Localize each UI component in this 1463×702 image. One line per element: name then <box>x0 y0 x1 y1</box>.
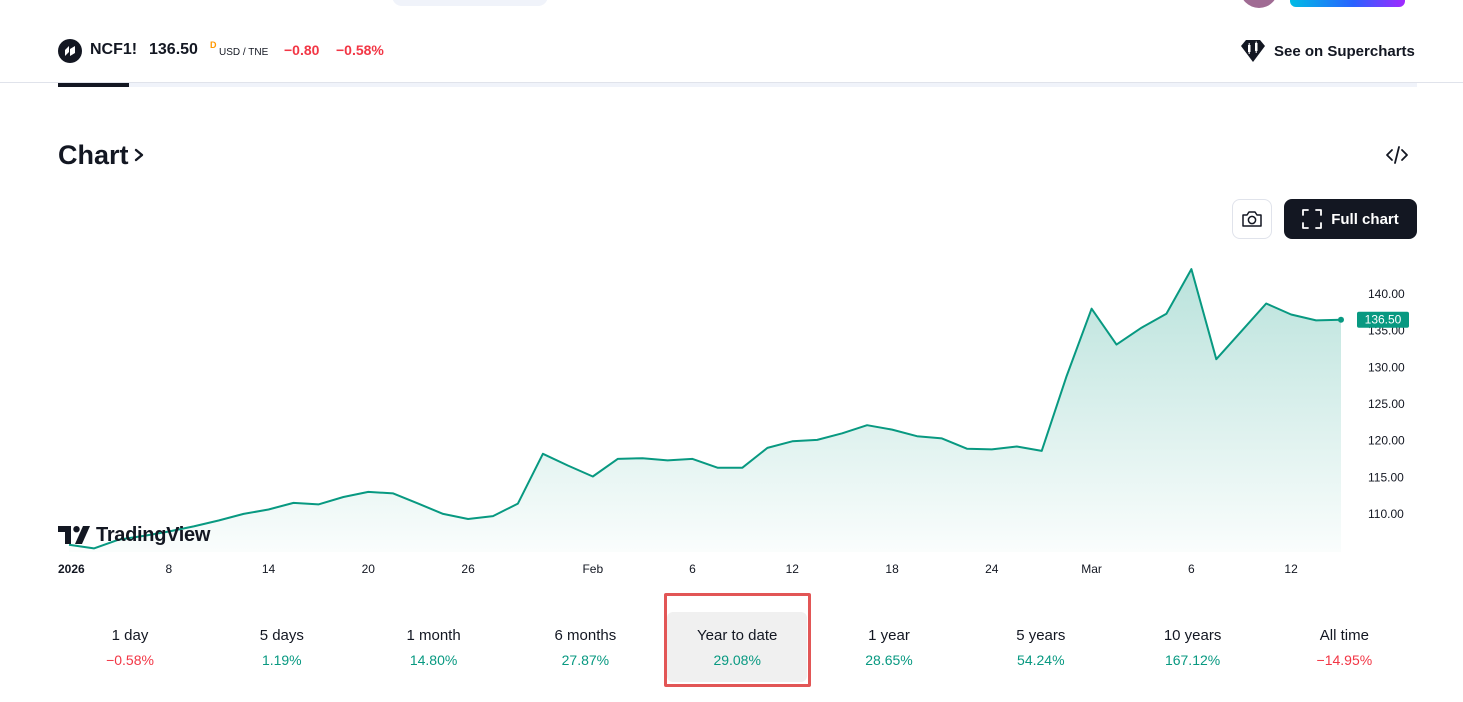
chart-title-text: Chart <box>58 139 129 170</box>
price-line <box>68 268 1342 550</box>
fullscreen-icon <box>1302 209 1323 229</box>
x-tick-label: 12 <box>1284 562 1298 576</box>
last-price-label-bg <box>1357 311 1409 328</box>
period-change-value: 1.19% <box>261 652 302 668</box>
period-label: 1 day <box>111 627 149 644</box>
x-tick-label: 6 <box>1188 562 1195 576</box>
period-label: 6 months <box>554 627 617 644</box>
period-year-to-date[interactable]: Year to date 29.08% <box>667 612 808 682</box>
period-5-years[interactable]: 5 years 54.24% <box>971 612 1111 682</box>
period-change-value: 28.65% <box>865 652 913 668</box>
supercharts-label: See on Supercharts <box>1274 42 1415 60</box>
period-change-value: 167.12% <box>1164 652 1221 668</box>
symbol-header: NCF1! 136.50 D USD / TNE −0.80 −0.58% Se… <box>0 28 1463 83</box>
x-tick-label: 24 <box>985 562 999 576</box>
snapshot-button[interactable] <box>1232 199 1272 239</box>
see-on-supercharts-link[interactable]: See on Supercharts <box>1240 38 1415 64</box>
period-change-value: −0.58% <box>106 652 154 668</box>
period-change-value: 27.87% <box>561 652 610 668</box>
period-change-value: −14.95% <box>1316 652 1373 668</box>
period-label: 1 year <box>868 627 910 644</box>
tradingview-watermark: TradingView <box>58 522 210 548</box>
user-avatar[interactable] <box>1240 0 1278 8</box>
x-tick-label: Mar <box>1081 562 1102 576</box>
chevron-right-icon <box>134 148 143 162</box>
tradingview-logo-icon <box>58 526 90 544</box>
period-label: 10 years <box>1163 627 1222 644</box>
x-tick-label: 8 <box>165 562 172 576</box>
y-tick-label: 130.00 <box>1368 360 1405 374</box>
tab-strip <box>58 83 1417 87</box>
last-point-marker <box>1338 316 1344 323</box>
symbol-change-percent: −0.58% <box>336 42 384 58</box>
x-tick-label: 18 <box>885 562 899 576</box>
full-chart-label: Full chart <box>1331 210 1399 228</box>
x-tick-label: 26 <box>461 562 475 576</box>
x-tick-label: 2026 <box>58 562 85 576</box>
embed-code-button[interactable] <box>1383 142 1411 168</box>
camera-icon <box>1242 211 1262 227</box>
period-label: Year to date <box>697 627 778 644</box>
symbol-price: 136.50 <box>149 41 198 58</box>
chart-section-title[interactable]: Chart <box>58 138 145 172</box>
period-label: 5 years <box>1016 627 1066 644</box>
period-label: 5 days <box>259 627 304 644</box>
period-change-value: 54.24% <box>1017 652 1065 668</box>
performance-periods: 1 day −0.58% 5 days 1.19% 1 month 14.80% 6 mon… <box>58 612 1417 682</box>
period-1-day[interactable]: 1 day −0.58% <box>60 612 200 682</box>
period-change-value: 29.08% <box>713 652 761 668</box>
period-label: All time <box>1319 627 1369 644</box>
tradingview-wordmark: TradingView <box>96 523 211 546</box>
search-bar[interactable] <box>392 0 548 6</box>
y-tick-label: 120.00 <box>1368 434 1405 448</box>
symbol-logo-icon <box>58 39 82 63</box>
period-1-year[interactable]: 1 year 28.65% <box>819 612 959 682</box>
y-tick-label: 140.00 <box>1368 287 1405 301</box>
period-5-days[interactable]: 5 days 1.19% <box>212 612 352 682</box>
price-area-fill <box>69 269 1341 552</box>
period-6-months[interactable]: 6 months 27.87% <box>515 612 655 682</box>
period-10-years[interactable]: 10 years 167.12% <box>1123 612 1263 682</box>
y-tick-label: 115.00 <box>1368 470 1404 484</box>
full-chart-button[interactable]: Full chart <box>1284 199 1417 239</box>
last-price-label: 136.50 <box>1365 313 1402 327</box>
y-tick-label: 125.00 <box>1368 397 1405 411</box>
period-all-time[interactable]: All time −14.95% <box>1274 612 1414 682</box>
x-tick-label: Feb <box>582 562 603 576</box>
x-tick-label: 14 <box>262 562 276 576</box>
x-tick-label: 6 <box>689 562 696 576</box>
code-embed-icon <box>1386 146 1408 164</box>
x-tick-label: 20 <box>362 562 376 576</box>
upgrade-button[interactable] <box>1290 0 1405 7</box>
symbol-ticker: NCF1! <box>90 41 138 58</box>
symbol-currency-unit: USD / TNE <box>219 47 269 58</box>
y-tick-label: 110.00 <box>1368 507 1404 521</box>
period-label: 1 month <box>406 627 461 644</box>
tab-active-indicator <box>58 83 129 87</box>
period-change-value: 14.80% <box>409 652 458 668</box>
period-1-month[interactable]: 1 month 14.80% <box>364 612 504 682</box>
price-flag-badge: D <box>210 40 217 50</box>
x-tick-label: 12 <box>786 562 800 576</box>
symbol-change: −0.80 <box>284 42 320 58</box>
supercharts-icon <box>1241 40 1265 62</box>
